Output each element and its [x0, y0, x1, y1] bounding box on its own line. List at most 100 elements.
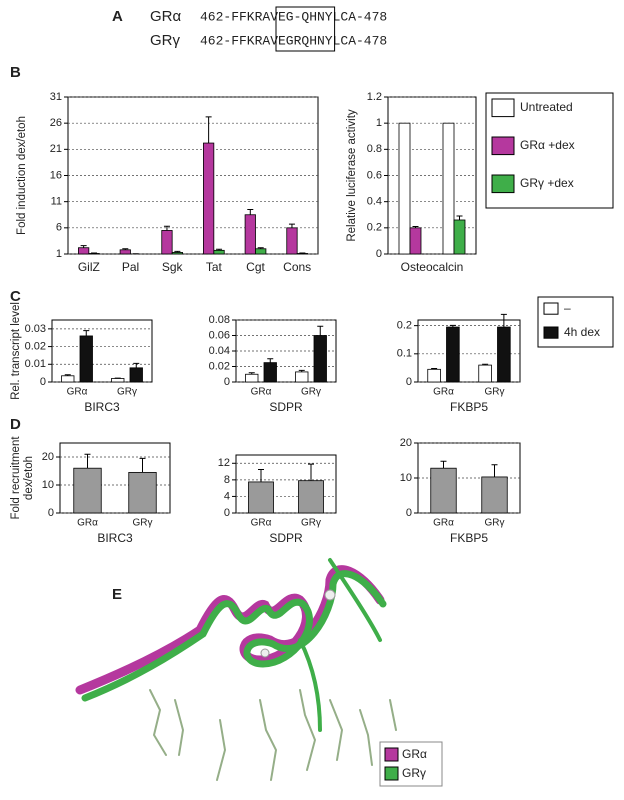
y-tick-label: 0.2 — [397, 320, 412, 332]
y-tick-label: 0.2 — [367, 222, 382, 234]
protein-name: GRα — [150, 8, 182, 25]
x-axis-label: SDPR — [269, 531, 303, 545]
legend-label: – — [564, 301, 571, 315]
chart: 0 0.2 0.4 0.6 0.8 1 1.2 Osteocalcin Relative luc… — [346, 91, 614, 274]
y-tick-label: 10 — [42, 479, 54, 491]
sequence: LCA-478 — [333, 9, 388, 24]
bar — [446, 326, 460, 383]
legend-swatch — [543, 326, 559, 339]
error-bar — [205, 116, 212, 144]
x-tick-label: GRα — [433, 387, 454, 398]
error-bar — [500, 313, 507, 328]
error-bar — [247, 209, 254, 215]
legend-label: GRα +dex — [520, 138, 575, 152]
y-tick-label: 0 — [406, 376, 412, 388]
legend-label: GRγ +dex — [520, 176, 574, 190]
y-axis-label: dex/etoh — [23, 456, 35, 500]
x-tick-label: Cgt — [246, 260, 265, 274]
y-axis-label: Rel. transcript level — [10, 302, 22, 400]
x-axis-label: BIRC3 — [97, 531, 133, 545]
bar — [497, 326, 511, 383]
y-tick-label: 0.08 — [209, 314, 230, 326]
error-bar — [248, 372, 255, 375]
bar — [296, 253, 308, 255]
bar — [61, 375, 75, 383]
bar — [73, 467, 102, 514]
error-bar — [308, 463, 314, 481]
chart: 0 0.01 0.02 0.03 GRα GRγ BIRC3 Rel. transcript … — [10, 302, 153, 414]
legend-label: GRα — [402, 747, 427, 761]
y-tick-label: 0.01 — [25, 358, 46, 370]
y-tick-label: 0 — [224, 376, 230, 388]
x-tick-label: GRγ — [485, 387, 505, 398]
x-tick-label: GRγ — [133, 518, 153, 529]
bar — [129, 367, 143, 383]
error-bar — [317, 325, 324, 336]
error-bar — [91, 252, 98, 254]
y-tick-label: 12 — [218, 457, 230, 469]
chart: 0 4 8 12 GRα GRγ SDPR — [218, 454, 337, 545]
y-tick-label: 1 — [376, 117, 382, 129]
error-bar — [267, 358, 274, 363]
panel-label: C — [10, 288, 21, 305]
x-tick-label: Sgk — [162, 260, 184, 274]
y-tick-label: 0.4 — [367, 196, 382, 208]
y-tick-label: 0 — [224, 507, 230, 519]
error-bar — [299, 252, 306, 254]
y-tick-label: 10 — [400, 472, 412, 484]
x-tick-label: GRα — [251, 518, 272, 529]
bar — [161, 230, 173, 255]
error-bar — [456, 215, 463, 220]
y-tick-label: 31 — [50, 91, 62, 103]
error-bar — [163, 225, 170, 231]
y-tick-label: 0 — [48, 507, 54, 519]
y-tick-label: 0.1 — [397, 348, 412, 360]
panel-label: D — [10, 416, 21, 433]
bar — [263, 362, 277, 383]
y-tick-label: 0 — [406, 507, 412, 519]
bar — [79, 335, 93, 383]
legend-swatch — [384, 747, 399, 762]
chart: 0 0.02 0.04 0.06 0.08 GRα GRγ SDPR — [209, 314, 337, 414]
y-tick-label: 0.02 — [209, 360, 230, 372]
sequence: 462-FFKRAV — [200, 9, 278, 24]
x-axis-label: BIRC3 — [84, 400, 120, 414]
error-bar — [482, 363, 489, 366]
bar — [119, 249, 131, 255]
x-tick-label: GRγ — [117, 387, 137, 398]
error-bar — [491, 464, 498, 477]
error-bar — [139, 457, 146, 473]
error-bar — [298, 369, 305, 372]
error-bar — [174, 250, 181, 253]
bar — [409, 227, 422, 255]
sequence: 462-FFKRAV — [200, 33, 278, 48]
y-tick-label: 0.03 — [25, 323, 46, 335]
y-tick-label: 20 — [400, 437, 412, 449]
y-tick-label: 0 — [40, 376, 46, 388]
bar — [248, 481, 274, 514]
y-tick-label: 26 — [50, 117, 62, 129]
error-bar — [431, 367, 438, 370]
x-tick-label: GilZ — [78, 260, 100, 274]
bar — [245, 373, 259, 383]
y-tick-label: 0.02 — [25, 340, 46, 352]
error-bar — [80, 245, 87, 248]
y-axis-label: Fold induction dex/etoh — [16, 116, 28, 235]
y-tick-label: 0.06 — [209, 329, 230, 341]
x-axis-label: FKBP5 — [450, 531, 488, 545]
x-tick-label: Cons — [283, 260, 311, 274]
x-tick-label: GRγ — [301, 518, 321, 529]
legend-label: GRγ — [402, 766, 426, 780]
panel-label: E — [112, 586, 122, 603]
y-axis-label: Fold recruitment — [10, 436, 22, 520]
sequence-motif: EG-QHNY — [278, 9, 333, 24]
y-tick-label: 6 — [56, 222, 62, 234]
error-bar — [83, 330, 90, 336]
bar — [427, 368, 441, 383]
bar — [453, 219, 466, 255]
legend-swatch — [491, 136, 515, 156]
bar — [213, 249, 225, 255]
error-bar — [440, 460, 447, 469]
legend-swatch — [384, 766, 399, 781]
